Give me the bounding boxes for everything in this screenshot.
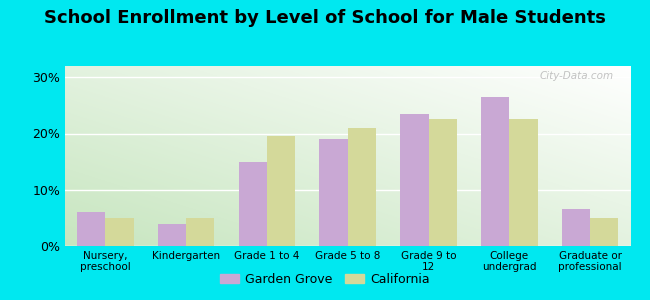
Bar — [400, 114, 428, 246]
Bar — [267, 136, 295, 246]
Bar — [239, 162, 267, 246]
Bar — [481, 97, 510, 246]
Bar — [562, 209, 590, 246]
Legend: Garden Grove, California: Garden Grove, California — [215, 268, 435, 291]
Bar — [105, 218, 134, 246]
Bar — [348, 128, 376, 246]
Bar — [590, 218, 618, 246]
Text: City-Data.com: City-Data.com — [540, 71, 614, 81]
Bar — [510, 119, 538, 246]
Bar — [77, 212, 105, 246]
Text: School Enrollment by Level of School for Male Students: School Enrollment by Level of School for… — [44, 9, 606, 27]
Bar — [158, 224, 186, 246]
Bar — [320, 139, 348, 246]
Bar — [186, 218, 214, 246]
Bar — [428, 119, 457, 246]
